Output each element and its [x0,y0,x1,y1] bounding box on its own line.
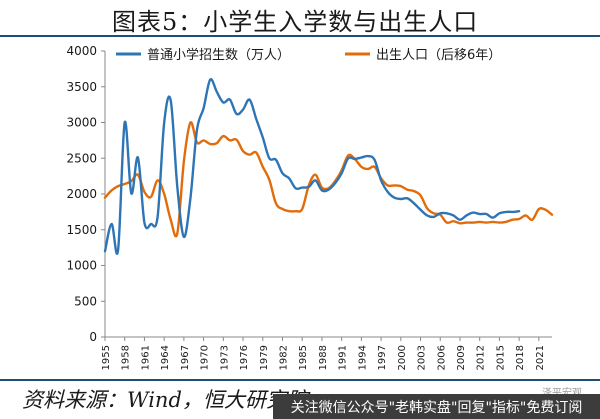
watermark-text: 泽平宏观 [542,384,582,399]
x-tick-label: 1988 [318,345,329,370]
figure-title: 图表5：小学生入学数与出生人口 [112,8,479,36]
x-tick-label: 1976 [239,345,250,370]
x-tick-label: 1997 [377,345,388,370]
chart-axes: 0 500 1000 1500 2000 2500 3000 3500 4000 1955 1958… [66,44,552,370]
y-tick-label: 1000 [66,259,97,273]
x-tick-label: 1979 [259,345,270,370]
y-tick-label: 3000 [66,116,97,130]
promo-banner-text: 关注微信公众号"老韩实盘"回复"指标"免费订阅 [290,399,583,416]
x-tick-label: 2009 [456,345,467,370]
x-tick-label: 1994 [357,345,368,370]
x-tick-label: 2012 [476,345,487,370]
chart-series [103,77,554,255]
x-tick-label: 2015 [495,345,506,370]
series-line-births [103,121,554,238]
x-tick-label: 1985 [298,345,309,370]
x-tick-label: 1982 [278,345,289,370]
x-tick-label: 2021 [535,345,546,370]
x-tick-label: 2003 [417,345,428,370]
x-tick-label: 1970 [200,345,211,370]
y-tick-label: 2500 [66,151,97,165]
y-tick-label: 500 [74,294,97,308]
series-line-enrollment [103,77,521,255]
title-divider [0,35,600,37]
x-tick-label: 1961 [140,345,151,370]
x-tick-label: 1991 [338,345,349,370]
x-tick-label: 2000 [397,345,408,370]
x-tick-label: 2018 [515,345,526,370]
source-note: 资料来源：Wind，恒大研究院 [22,388,308,412]
chart-legend: 普通小学招生数（万人） 出生人口（后移6年） [116,47,501,63]
x-tick-label: 1955 [101,345,112,370]
promo-banner: 关注微信公众号"老韩实盘"回复"指标"免费订阅 [273,394,600,419]
y-tick-label: 1500 [66,223,97,237]
x-tick-label: 1973 [219,345,230,370]
source-divider [0,379,600,381]
x-tick-label: 1964 [160,345,171,370]
x-tick-label: 1967 [180,345,191,370]
legend-label-enrollment: 普通小学招生数（万人） [147,47,290,63]
x-tick-label: 1958 [121,345,132,370]
y-tick-label: 2000 [66,187,97,201]
legend-label-births: 出生人口（后移6年） [376,48,501,63]
y-tick-label: 3500 [66,80,97,94]
y-tick-label: 0 [89,330,97,344]
y-tick-label: 4000 [66,44,97,58]
x-tick-label: 2006 [436,345,447,370]
